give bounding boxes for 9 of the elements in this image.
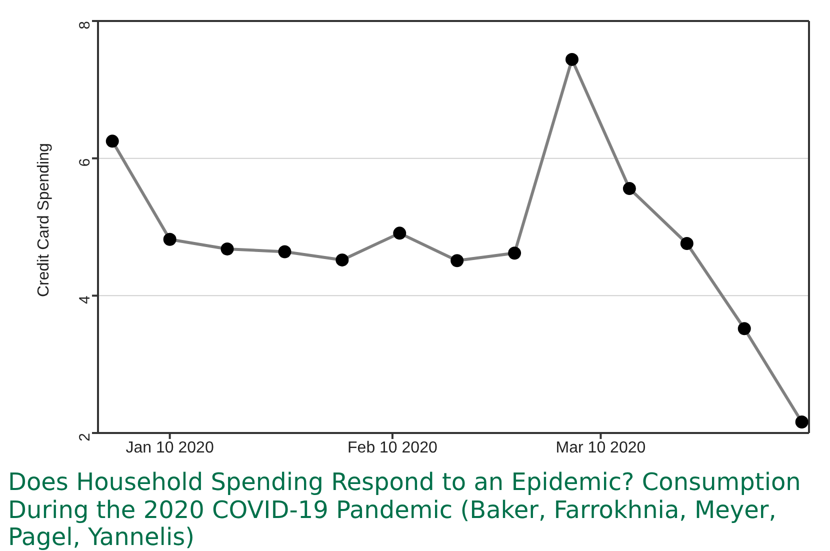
text: Does Household Spending Respond to an Epidemic? Consumption During the 2020 COVID-19 Pandemic (Baker, Farrokhnia, Meyer, Pagel, Yannelis) bbox=[8, 468, 802, 551]
y-tick-label: 8 bbox=[76, 21, 94, 30]
y-tick-label: 4 bbox=[76, 296, 94, 304]
y-axis-title: Credit Card Spending bbox=[36, 143, 53, 297]
x-tick-label: Jan 10 2020 bbox=[126, 439, 214, 456]
x-tick-label: Mar 10 2020 bbox=[556, 439, 646, 456]
x-tick-label: Feb 10 2020 bbox=[348, 439, 438, 456]
y-tick-label: 6 bbox=[76, 158, 94, 167]
y-tick-label: 2 bbox=[76, 433, 94, 442]
